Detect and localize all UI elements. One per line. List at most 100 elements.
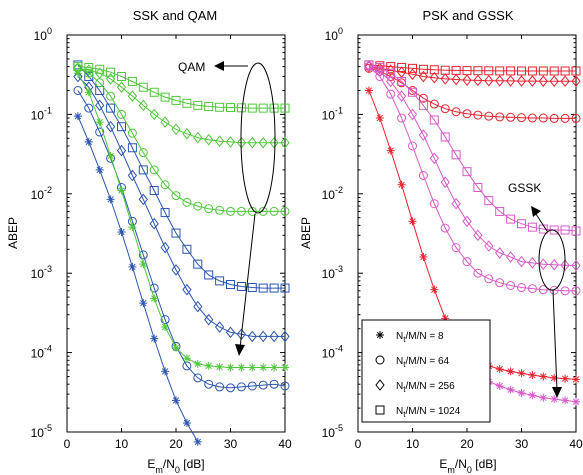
legend-label-main: N: [396, 356, 403, 367]
data-point: [364, 59, 374, 72]
data-point: [550, 373, 559, 382]
x-tick-label: 20: [169, 437, 183, 451]
data-point: [375, 65, 385, 78]
data-point: [127, 143, 137, 153]
data-point: [506, 367, 515, 376]
y-tick-base: 10: [31, 108, 45, 122]
series-layer: [364, 59, 581, 406]
data-point: [214, 321, 225, 333]
y-tick-exp: -2: [44, 185, 52, 195]
data-point: [95, 99, 105, 112]
data-point: [116, 144, 127, 157]
annotation-arrow-head: [531, 206, 541, 217]
data-point: [171, 191, 181, 201]
y-axis-label: ABEP: [6, 217, 20, 249]
data-point: [462, 109, 472, 119]
data-point: [517, 283, 526, 293]
annotation-arrow-head: [214, 61, 224, 71]
data-point: [226, 363, 235, 372]
data-point: [84, 64, 94, 77]
y-tick-label: 10-1: [31, 105, 52, 122]
data-point: [441, 314, 450, 323]
data-point: [516, 75, 527, 87]
data-point: [549, 113, 559, 123]
series-psk-circle: [364, 63, 581, 123]
legend-marker: [376, 331, 384, 339]
y-tick-exp: -4: [335, 344, 343, 354]
data-point: [236, 103, 246, 113]
legend-label-sub: t: [403, 360, 406, 369]
data-point: [495, 247, 505, 259]
data-point: [117, 228, 126, 237]
data-point: [149, 186, 159, 196]
data-point: [527, 257, 538, 269]
data-point: [418, 64, 428, 74]
data-point: [161, 323, 170, 332]
y-tick-label: 100: [325, 26, 343, 43]
data-point: [280, 136, 290, 149]
y-tick-exp: -5: [335, 423, 343, 433]
y-tick-base: 10: [322, 108, 336, 122]
data-point: [506, 214, 516, 224]
data-point: [117, 186, 126, 195]
legend-label-sub: t: [403, 385, 406, 394]
series-qam-square: [73, 62, 290, 113]
data-point: [193, 100, 203, 110]
data-point: [549, 66, 559, 76]
data-point: [269, 330, 279, 343]
y-axis-label: ABEP: [299, 217, 313, 249]
data-point: [375, 114, 384, 123]
data-point: [495, 74, 505, 87]
data-point: [280, 103, 290, 113]
data-point: [182, 418, 191, 427]
data-point: [269, 379, 279, 389]
x-tick-label: 30: [515, 437, 529, 451]
y-tick-exp: -4: [44, 344, 52, 354]
data-point: [95, 118, 104, 127]
data-point: [150, 294, 159, 303]
data-point: [171, 95, 181, 105]
data-point: [226, 280, 235, 290]
data-point: [418, 100, 428, 110]
x-axis-label: Em/N0 [dB]: [147, 457, 204, 475]
data-point: [182, 98, 192, 108]
data-point: [386, 75, 396, 88]
data-point: [572, 397, 580, 406]
data-point: [280, 330, 290, 343]
data-point: [396, 90, 407, 102]
data-point: [117, 109, 126, 119]
data-point: [462, 215, 472, 228]
legend-marker: [375, 379, 385, 391]
data-point: [105, 73, 116, 85]
data-point: [408, 141, 417, 151]
x-tick-label: 10: [406, 437, 420, 451]
data-point: [462, 167, 472, 177]
data-point: [84, 137, 93, 146]
data-point: [538, 285, 548, 295]
data-point: [149, 217, 159, 230]
data-point: [160, 92, 170, 102]
data-point: [138, 165, 148, 175]
data-point: [226, 383, 235, 393]
data-point: [127, 169, 138, 182]
data-point: [527, 75, 538, 87]
data-point: [527, 284, 537, 294]
x-tick-label: 0: [355, 437, 362, 451]
data-point: [572, 375, 580, 384]
x-tick-label: 30: [224, 437, 238, 451]
data-point: [269, 206, 279, 216]
data-point: [138, 148, 148, 158]
data-point: [270, 363, 279, 372]
data-point: [538, 75, 548, 87]
data-point: [429, 152, 439, 165]
data-point: [538, 66, 548, 76]
data-point: [258, 283, 268, 293]
data-point: [386, 64, 396, 77]
data-point: [280, 381, 290, 391]
series-ssk-square: [73, 60, 290, 293]
data-point: [182, 244, 192, 254]
data-point: [473, 229, 483, 242]
legend-marker: [375, 405, 385, 415]
